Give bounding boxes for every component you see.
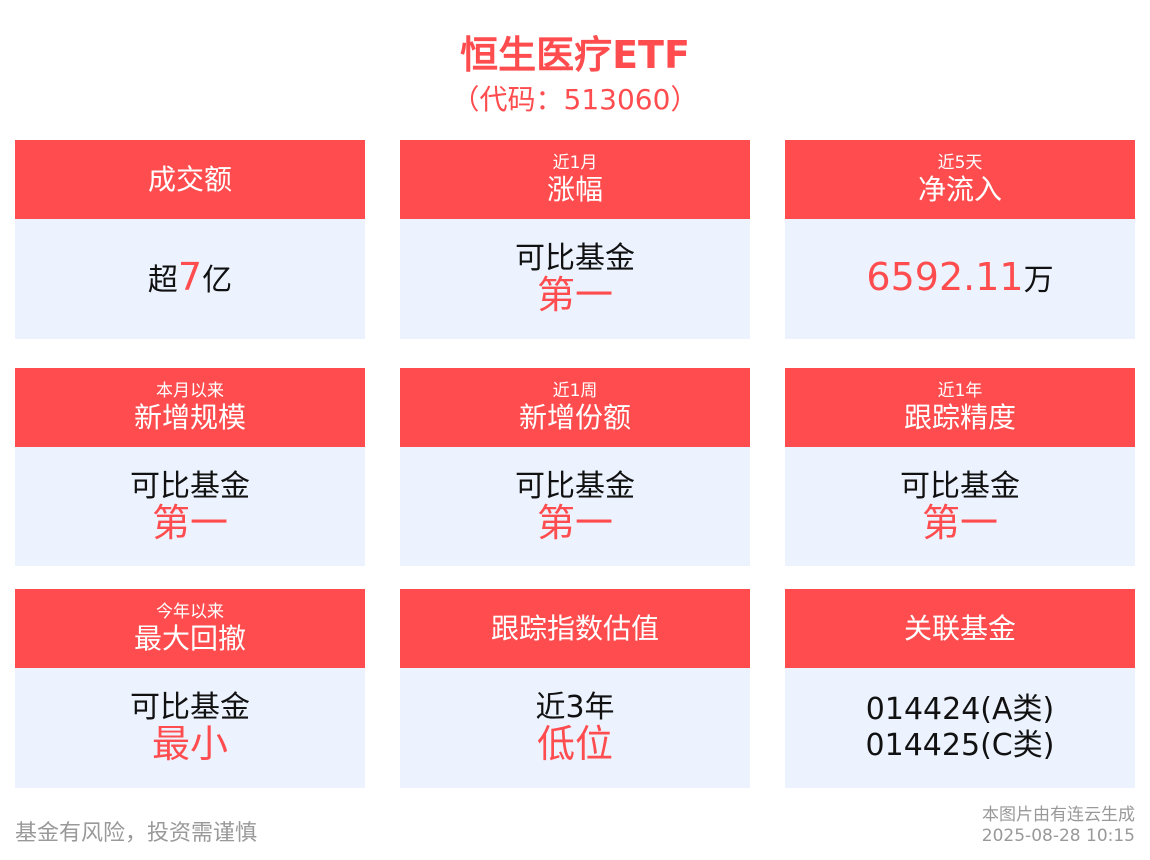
- highlight-value: 6592.11: [866, 255, 1024, 299]
- value-text: 万: [1023, 263, 1054, 298]
- card-value-line: 低位: [537, 725, 613, 766]
- card-title: 跟踪精度: [903, 400, 1016, 434]
- risk-disclaimer: 基金有风险，投资需谨慎: [15, 821, 258, 846]
- highlight-value: 第一: [151, 500, 228, 545]
- card-value-line: 6592.11万: [866, 258, 1054, 299]
- card-title: 关联基金: [903, 611, 1016, 645]
- value-text: 可比基金: [515, 468, 635, 504]
- card-value-line: 可比基金: [130, 690, 250, 726]
- card-value-line: 第一: [152, 504, 228, 545]
- card-header: 本月以来 新增规模: [15, 368, 365, 447]
- value-text: 超: [147, 263, 178, 298]
- metric-card: 成交额超7亿: [15, 140, 365, 339]
- card-title: 净流入: [917, 172, 1002, 206]
- fund-code: （代码：513060）: [451, 83, 699, 116]
- value-text: 可比基金: [130, 468, 250, 504]
- card-value-line: 可比基金: [515, 241, 635, 277]
- card-title: 涨幅: [546, 172, 603, 206]
- card-header: 近1月 涨幅: [400, 140, 750, 219]
- footer-source: 本图片由有连云生成 2025-08-28 10:15: [982, 805, 1135, 847]
- metric-card: 近1周 新增份额 可比基金 第一: [400, 368, 750, 566]
- card-body: 可比基金 第一: [400, 447, 750, 566]
- card-value-line: 超7亿: [147, 258, 233, 299]
- card-header: 近1周 新增份额: [400, 368, 750, 447]
- metric-card: 近1年 跟踪精度 可比基金 第一: [785, 368, 1135, 566]
- card-header: 跟踪指数估值: [400, 589, 750, 668]
- card-value-line: 近3年: [535, 690, 614, 726]
- card-body: 超7亿: [15, 219, 365, 339]
- card-subtitle: 今年以来: [156, 601, 224, 622]
- card-subtitle: 近5天: [937, 152, 983, 173]
- card-header: 今年以来 最大回撤: [15, 589, 365, 668]
- card-body: 可比基金 第一: [15, 447, 365, 566]
- card-body: 014424(A类) 014425(C类): [785, 668, 1135, 788]
- value-text: 014425(C类): [865, 728, 1055, 763]
- card-value-line: 可比基金: [515, 469, 635, 505]
- value-text: 可比基金: [130, 690, 250, 725]
- value-text: 可比基金: [515, 241, 635, 276]
- card-value-line: 第一: [537, 504, 613, 545]
- highlight-value: 低位: [536, 722, 613, 766]
- card-title: 新增规模: [133, 400, 246, 434]
- metric-card: 跟踪指数估值 近3年 低位: [400, 589, 750, 788]
- metric-card: 本月以来 新增规模 可比基金 第一: [15, 368, 365, 566]
- card-title: 新增份额: [518, 400, 631, 434]
- card-subtitle: 近1月: [552, 152, 598, 173]
- card-header: 近1年 跟踪精度: [785, 368, 1135, 447]
- card-subtitle: 近1年: [937, 380, 983, 401]
- card-title: 跟踪指数估值: [490, 611, 659, 645]
- highlight-value: 最小: [151, 722, 228, 766]
- card-subtitle: 近1周: [552, 380, 598, 401]
- value-text: 亿: [202, 263, 233, 298]
- card-header: 成交额: [15, 140, 365, 219]
- card-header: 近5天 净流入: [785, 140, 1135, 219]
- card-body: 近3年 低位: [400, 668, 750, 788]
- card-title: 最大回撤: [133, 621, 246, 655]
- card-body: 6592.11万: [785, 219, 1135, 339]
- card-value-line: 可比基金: [130, 469, 250, 505]
- metric-card: 近5天 净流入 6592.11万: [785, 140, 1135, 339]
- card-body: 可比基金 第一: [400, 219, 750, 339]
- card-subtitle: 本月以来: [156, 380, 224, 401]
- page-title: 恒生医疗ETF: [460, 33, 690, 77]
- metric-card: 关联基金 014424(A类) 014425(C类): [785, 589, 1135, 788]
- timestamp: 2025-08-28 10:15: [981, 826, 1135, 846]
- metric-card: 今年以来 最大回撤 可比基金 最小: [15, 589, 365, 788]
- card-value-line: 014424(A类): [866, 692, 1054, 728]
- card-body: 可比基金 第一: [785, 447, 1135, 566]
- highlight-value: 7: [177, 255, 203, 299]
- value-text: 可比基金: [900, 468, 1020, 504]
- highlight-value: 第一: [921, 500, 998, 545]
- card-value-line: 第一: [922, 504, 998, 545]
- source-text: 本图片由有连云生成: [982, 805, 1135, 825]
- card-value-line: 最小: [152, 725, 228, 766]
- metric-card: 近1月 涨幅 可比基金 第一: [400, 140, 750, 339]
- highlight-value: 第一: [536, 500, 613, 545]
- card-title: 成交额: [147, 162, 232, 196]
- value-text: 近3年: [535, 690, 615, 725]
- card-value-line: 可比基金: [900, 469, 1020, 505]
- card-header: 关联基金: [785, 589, 1135, 668]
- card-value-line: 第一: [537, 276, 613, 317]
- card-value-line: 014425(C类): [866, 728, 1055, 764]
- value-text: 014424(A类): [865, 692, 1055, 727]
- highlight-value: 第一: [536, 273, 613, 317]
- card-body: 可比基金 最小: [15, 668, 365, 788]
